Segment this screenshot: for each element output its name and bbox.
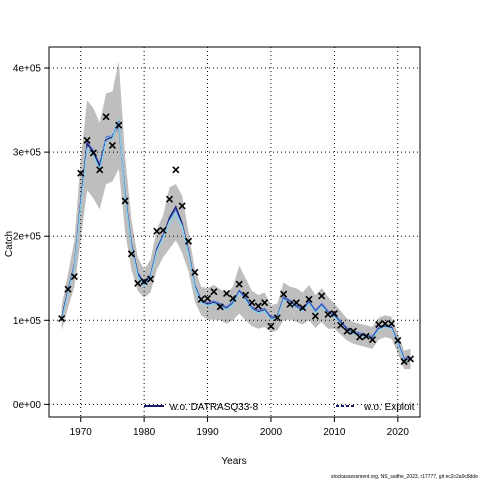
observed-point-1970 bbox=[77, 169, 85, 177]
observed-point-2006 bbox=[305, 295, 313, 303]
observed-point-1997 bbox=[248, 299, 256, 307]
x-tick-label-0: 1970 bbox=[70, 427, 93, 438]
observed-point-2019 bbox=[387, 320, 396, 328]
observed-point-1974 bbox=[102, 113, 110, 121]
observed-point-2018 bbox=[381, 320, 389, 328]
observed-point-2022 bbox=[406, 355, 415, 363]
plot-frame bbox=[48, 46, 421, 418]
observed-point-1993 bbox=[223, 289, 231, 297]
observed-point-2012 bbox=[343, 327, 351, 335]
observed-point-2004 bbox=[292, 299, 300, 307]
observed-point-1990 bbox=[203, 294, 212, 302]
observed-point-2003 bbox=[286, 300, 294, 308]
observed-point-1971 bbox=[83, 136, 91, 144]
credit-text: stockassessment.org, NS_saithe_2023, r17… bbox=[331, 474, 478, 480]
observed-point-2000 bbox=[267, 322, 275, 330]
y-tick-label-4: 4e+05 bbox=[13, 64, 42, 75]
observed-point-2010 bbox=[330, 310, 338, 318]
observed-point-2007 bbox=[311, 312, 319, 320]
observed-point-1967 bbox=[58, 315, 66, 323]
observed-point-1981 bbox=[146, 275, 155, 283]
x-tick-label-5: 2020 bbox=[387, 427, 410, 438]
observed-point-2016 bbox=[368, 336, 377, 344]
observed-point-2008 bbox=[318, 292, 326, 300]
x-tick-label-2: 1990 bbox=[196, 427, 219, 438]
observed-point-1988 bbox=[191, 268, 199, 276]
y-tick-label-2: 2e+05 bbox=[13, 232, 42, 243]
observed-point-2001 bbox=[273, 314, 281, 322]
y-tick-label-3: 3e+05 bbox=[13, 148, 42, 159]
observed-point-1995 bbox=[235, 280, 243, 288]
observed-point-1996 bbox=[242, 291, 250, 299]
observed-point-1994 bbox=[229, 294, 237, 302]
observed-point-1991 bbox=[210, 288, 218, 296]
observed-point-1983 bbox=[159, 226, 167, 234]
observed-point-1992 bbox=[216, 303, 224, 311]
observed-point-2014 bbox=[356, 333, 364, 341]
observed-point-2002 bbox=[280, 290, 288, 298]
x-tick-label-4: 2010 bbox=[323, 427, 346, 438]
x-tick-label-3: 2000 bbox=[260, 427, 283, 438]
gridlines bbox=[49, 47, 420, 417]
x-tick-label-1: 1980 bbox=[133, 427, 156, 438]
observed-point-1986 bbox=[178, 202, 186, 210]
observed-point-1977 bbox=[121, 197, 129, 205]
observed-point-1972 bbox=[89, 149, 97, 157]
legend-label-series-1: w.o. DATRASQ33-8 bbox=[169, 402, 259, 413]
observed-point-2021 bbox=[400, 357, 408, 366]
observed-points bbox=[58, 113, 415, 366]
observed-point-1978 bbox=[127, 250, 136, 258]
y-axis-title: Catch bbox=[4, 231, 15, 257]
observed-point-1985 bbox=[172, 166, 180, 174]
observed-point-1975 bbox=[108, 141, 116, 149]
x-axis: 1970 1980 1990 2000 2010 2020 bbox=[70, 417, 410, 438]
x-axis-title: Years bbox=[221, 456, 246, 467]
y-axis: 0e+00 1e+05 2e+05 3e+05 4e+05 bbox=[13, 64, 49, 411]
observed-point-1998 bbox=[254, 302, 262, 310]
legend: w.o. DATRASQ33-8 w.o. Exploit bbox=[144, 402, 415, 413]
observed-point-1969 bbox=[70, 273, 78, 281]
observed-point-1982 bbox=[153, 227, 161, 235]
observed-point-1979 bbox=[134, 279, 142, 287]
y-tick-label-0: 0e+00 bbox=[13, 400, 42, 411]
observed-point-1968 bbox=[64, 285, 72, 293]
y-tick-label-1: 1e+05 bbox=[13, 316, 42, 327]
observed-point-1976 bbox=[115, 121, 123, 129]
observed-point-1973 bbox=[96, 166, 104, 174]
observed-point-2013 bbox=[349, 327, 357, 335]
observed-point-1984 bbox=[165, 195, 174, 203]
observed-point-2020 bbox=[394, 336, 402, 345]
observed-point-2017 bbox=[375, 320, 383, 329]
observed-point-1999 bbox=[261, 299, 269, 307]
observed-point-1987 bbox=[184, 237, 193, 245]
observed-point-2009 bbox=[324, 310, 332, 318]
legend-label-series-2: w.o. Exploit bbox=[363, 402, 415, 413]
confidence-band-layer bbox=[61, 61, 411, 370]
observed-point-2011 bbox=[337, 321, 345, 329]
confidence-band bbox=[61, 61, 411, 370]
observed-point-2015 bbox=[362, 332, 370, 340]
observed-point-1980 bbox=[140, 278, 148, 286]
observed-point-2005 bbox=[299, 304, 307, 312]
observed-point-1989 bbox=[197, 295, 205, 303]
